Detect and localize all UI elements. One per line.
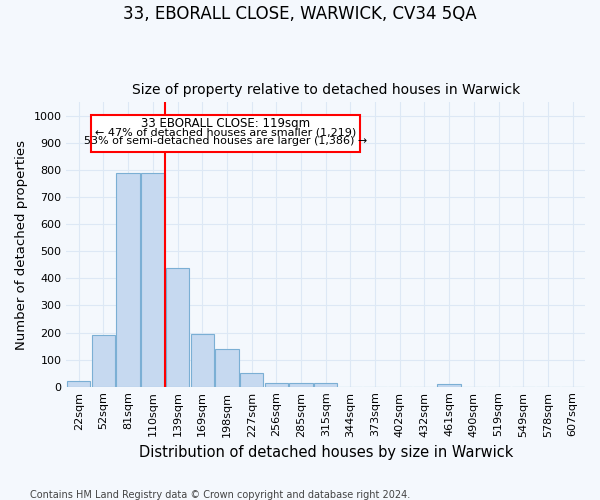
Text: 33, EBORALL CLOSE, WARWICK, CV34 5QA: 33, EBORALL CLOSE, WARWICK, CV34 5QA xyxy=(123,5,477,23)
FancyBboxPatch shape xyxy=(91,114,360,152)
Bar xyxy=(437,384,461,386)
Bar xyxy=(191,334,214,386)
Bar xyxy=(314,384,337,386)
Y-axis label: Number of detached properties: Number of detached properties xyxy=(15,140,28,350)
Bar xyxy=(141,172,164,386)
Title: Size of property relative to detached houses in Warwick: Size of property relative to detached ho… xyxy=(131,83,520,97)
Bar xyxy=(92,335,115,386)
Text: Contains HM Land Registry data © Crown copyright and database right 2024.: Contains HM Land Registry data © Crown c… xyxy=(30,490,410,500)
Bar xyxy=(67,382,91,386)
Text: 33 EBORALL CLOSE: 119sqm: 33 EBORALL CLOSE: 119sqm xyxy=(141,116,310,130)
Text: 53% of semi-detached houses are larger (1,386) →: 53% of semi-detached houses are larger (… xyxy=(84,136,367,146)
Text: ← 47% of detached houses are smaller (1,219): ← 47% of detached houses are smaller (1,… xyxy=(95,127,356,137)
Bar xyxy=(215,349,239,387)
Bar xyxy=(240,373,263,386)
Bar xyxy=(166,268,189,386)
Bar xyxy=(289,384,313,386)
Bar xyxy=(116,172,140,386)
X-axis label: Distribution of detached houses by size in Warwick: Distribution of detached houses by size … xyxy=(139,445,513,460)
Bar xyxy=(265,382,288,386)
